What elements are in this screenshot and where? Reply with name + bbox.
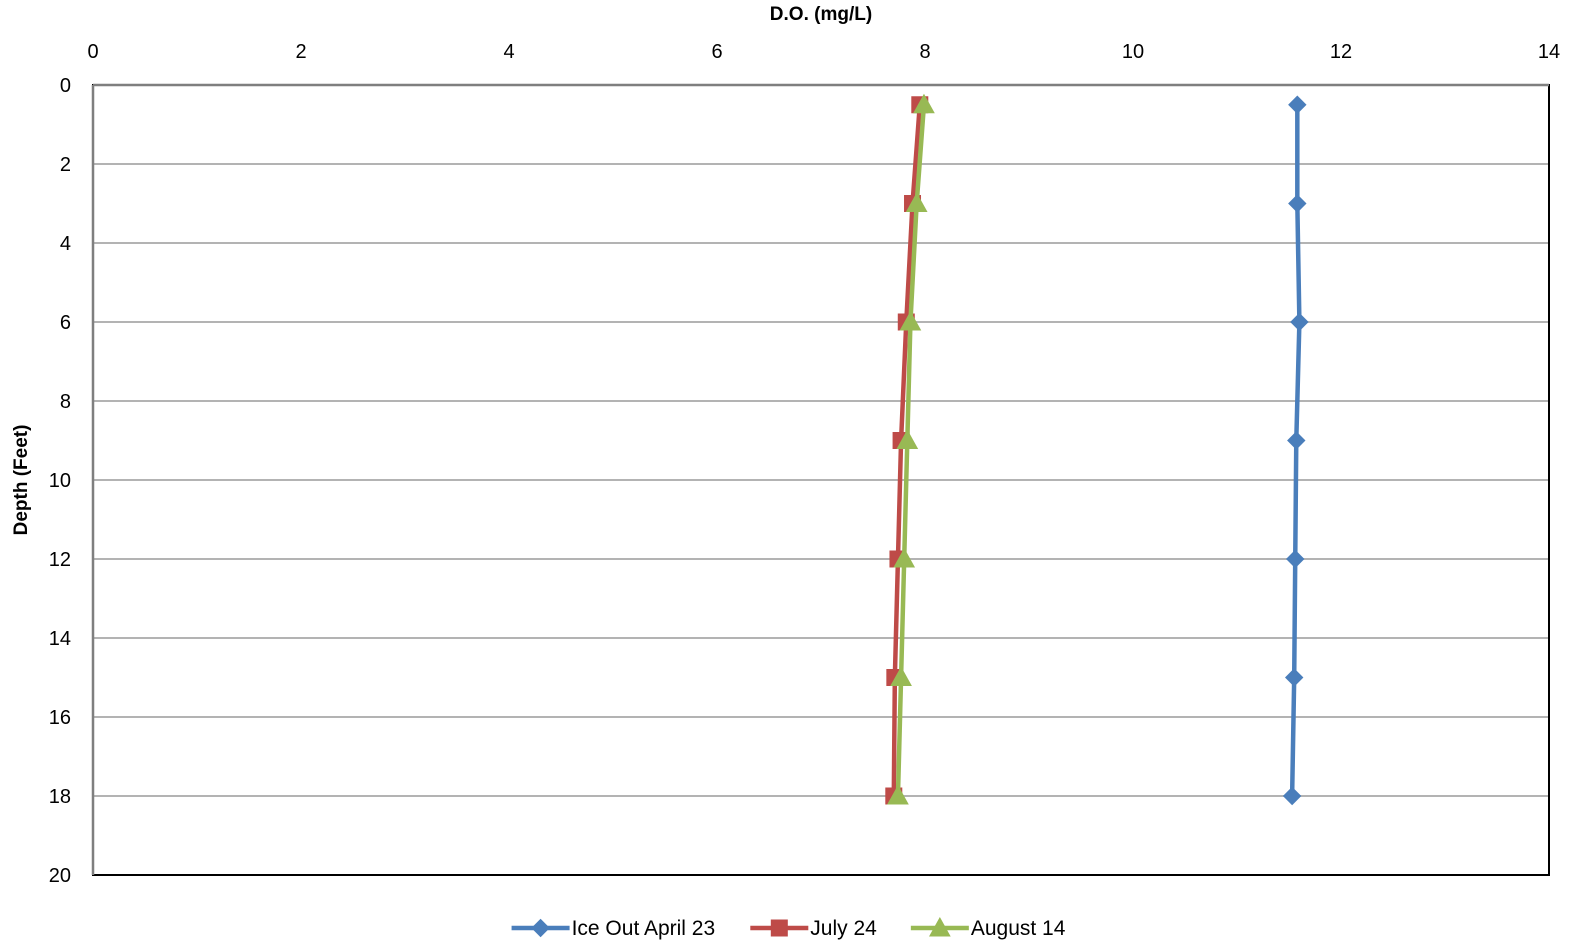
gridlines	[93, 163, 1549, 797]
data-point	[1288, 95, 1307, 114]
y-tick-label: 2	[60, 154, 71, 176]
x-tick-label: 2	[295, 41, 306, 63]
data-point	[1288, 194, 1307, 213]
y-tick-label: 14	[49, 628, 71, 650]
x-tick-label: 4	[503, 41, 514, 63]
legend-item: Ice Out April 23	[511, 917, 716, 940]
legend: Ice Out April 23 July 24 August 14	[511, 916, 1066, 940]
data-point	[905, 192, 928, 212]
triangle-marker	[929, 916, 951, 937]
x-tick-label: 12	[1330, 41, 1352, 63]
axes	[91, 83, 1550, 876]
x-tick-label: 8	[919, 41, 930, 63]
legend-item: July 24	[750, 917, 877, 940]
data-point	[890, 666, 912, 686]
data-point	[1282, 786, 1302, 806]
data-point	[1286, 549, 1305, 569]
legend-label: Ice Out April 23	[572, 917, 716, 940]
y-axis-title: Depth (Feet)	[11, 425, 32, 536]
data-point	[899, 310, 922, 331]
series	[885, 93, 1309, 806]
data-point	[1284, 668, 1304, 687]
square-marker	[770, 919, 788, 937]
y-tick-label: 10	[49, 470, 71, 492]
x-axis-title: D.O. (mg/L)	[770, 4, 872, 25]
data-point	[896, 429, 919, 449]
y-tick-label: 0	[60, 75, 71, 97]
series-0	[1282, 95, 1309, 806]
y-tick-label: 6	[60, 312, 71, 334]
x-tick-label: 0	[87, 41, 98, 63]
y-tick-label: 4	[60, 233, 71, 255]
y-tick-label: 16	[49, 707, 71, 729]
diamond-marker	[531, 918, 550, 938]
x-tick-labels: 0 2 4 6 8 10 12 14	[87, 41, 1560, 63]
y-tick-labels: 0 2 4 6 8 10 12 14 16 18 20	[49, 75, 71, 887]
data-point	[893, 547, 916, 568]
data-point	[887, 784, 909, 805]
series-2	[887, 93, 935, 805]
legend-label: August 14	[971, 917, 1066, 940]
y-tick-label: 20	[49, 865, 71, 887]
data-point	[913, 93, 935, 114]
y-tick-label: 12	[49, 549, 71, 571]
x-tick-label: 10	[1122, 41, 1144, 63]
x-tick-label: 14	[1538, 41, 1560, 63]
data-point	[1290, 312, 1309, 332]
y-tick-label: 18	[49, 786, 71, 808]
legend-label: July 24	[810, 917, 877, 940]
legend-item: August 14	[910, 916, 1066, 940]
y-tick-label: 8	[60, 391, 71, 413]
data-point	[1287, 431, 1306, 450]
x-tick-label: 6	[711, 41, 722, 63]
